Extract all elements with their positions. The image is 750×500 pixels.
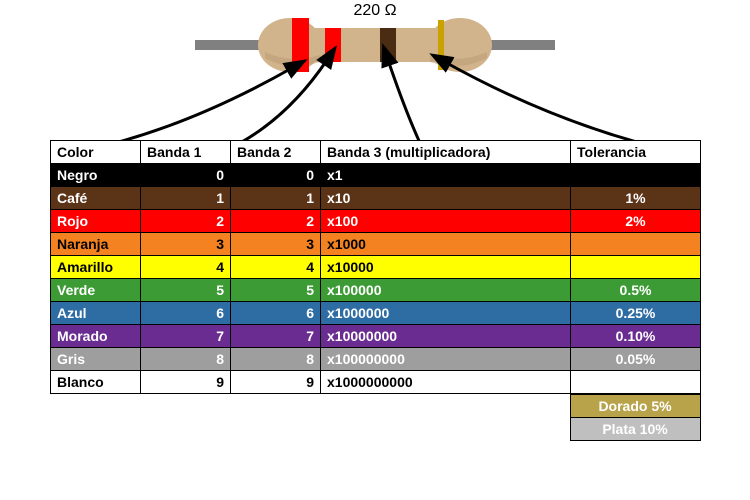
cell-name: Café (51, 187, 141, 210)
table-header-row: Color Banda 1 Banda 2 Banda 3 (multiplic… (51, 141, 701, 164)
table-row: Café11x101% (51, 187, 701, 210)
cell-mult: x1000000 (321, 302, 571, 325)
th-b2: Banda 2 (231, 141, 321, 164)
cell-name: Gris (51, 348, 141, 371)
cell-b1: 0 (141, 164, 231, 187)
cell-b1: 2 (141, 210, 231, 233)
cell-mult: x1 (321, 164, 571, 187)
cell-tol: 0.05% (571, 348, 701, 371)
cell-name: Azul (51, 302, 141, 325)
extra-row: Plata 10% (50, 418, 700, 441)
cell-mult: x100000 (321, 279, 571, 302)
cell-name: Amarillo (51, 256, 141, 279)
table-row: Azul66x10000000.25% (51, 302, 701, 325)
color-code-table-wrap: Color Banda 1 Banda 2 Banda 3 (multiplic… (50, 140, 700, 441)
cell-b2: 2 (231, 210, 321, 233)
table-row: Rojo22x1002% (51, 210, 701, 233)
cell-mult: x100 (321, 210, 571, 233)
table-row: Verde55x1000000.5% (51, 279, 701, 302)
color-code-table: Color Banda 1 Banda 2 Banda 3 (multiplic… (50, 140, 701, 394)
table-row: Amarillo44x10000 (51, 256, 701, 279)
cell-name: Rojo (51, 210, 141, 233)
extra-row: Dorado 5% (50, 395, 700, 418)
th-b1: Banda 1 (141, 141, 231, 164)
cell-tol (571, 164, 701, 187)
cell-b1: 6 (141, 302, 231, 325)
cell-b1: 4 (141, 256, 231, 279)
table-row: Blanco99x1000000000 (51, 371, 701, 394)
table-row: Naranja33x1000 (51, 233, 701, 256)
cell-name: Morado (51, 325, 141, 348)
cell-tol (571, 256, 701, 279)
th-b3: Banda 3 (multiplicadora) (321, 141, 571, 164)
cell-tol: 2% (571, 210, 701, 233)
cell-name: Verde (51, 279, 141, 302)
cell-tol: 1% (571, 187, 701, 210)
cell-b2: 4 (231, 256, 321, 279)
cell-tol: 0.5% (571, 279, 701, 302)
cell-b2: 7 (231, 325, 321, 348)
cell-tol: 0.25% (571, 302, 701, 325)
cell-mult: x10 (321, 187, 571, 210)
cell-mult: x1000000000 (321, 371, 571, 394)
cell-b1: 3 (141, 233, 231, 256)
extra-label: Dorado 5% (570, 395, 700, 418)
cell-name: Naranja (51, 233, 141, 256)
extras-table: Dorado 5%Plata 10% (50, 394, 701, 441)
cell-tol: 0.10% (571, 325, 701, 348)
extra-label: Plata 10% (570, 418, 700, 441)
cell-mult: x10000000 (321, 325, 571, 348)
cell-name: Blanco (51, 371, 141, 394)
th-color: Color (51, 141, 141, 164)
table-row: Morado77x100000000.10% (51, 325, 701, 348)
th-tol: Tolerancia (571, 141, 701, 164)
cell-b2: 8 (231, 348, 321, 371)
pointer-arrows (0, 0, 750, 145)
cell-mult: x1000 (321, 233, 571, 256)
cell-b2: 0 (231, 164, 321, 187)
cell-b2: 6 (231, 302, 321, 325)
cell-b2: 9 (231, 371, 321, 394)
cell-tol (571, 371, 701, 394)
cell-b1: 7 (141, 325, 231, 348)
table-row: Negro00x1 (51, 164, 701, 187)
cell-b2: 5 (231, 279, 321, 302)
cell-b2: 1 (231, 187, 321, 210)
cell-mult: x10000 (321, 256, 571, 279)
cell-b1: 1 (141, 187, 231, 210)
cell-name: Negro (51, 164, 141, 187)
resistor-diagram: 220 Ω (0, 0, 750, 140)
cell-mult: x100000000 (321, 348, 571, 371)
table-row: Gris88x1000000000.05% (51, 348, 701, 371)
cell-b2: 3 (231, 233, 321, 256)
cell-b1: 5 (141, 279, 231, 302)
cell-b1: 8 (141, 348, 231, 371)
cell-b1: 9 (141, 371, 231, 394)
cell-tol (571, 233, 701, 256)
